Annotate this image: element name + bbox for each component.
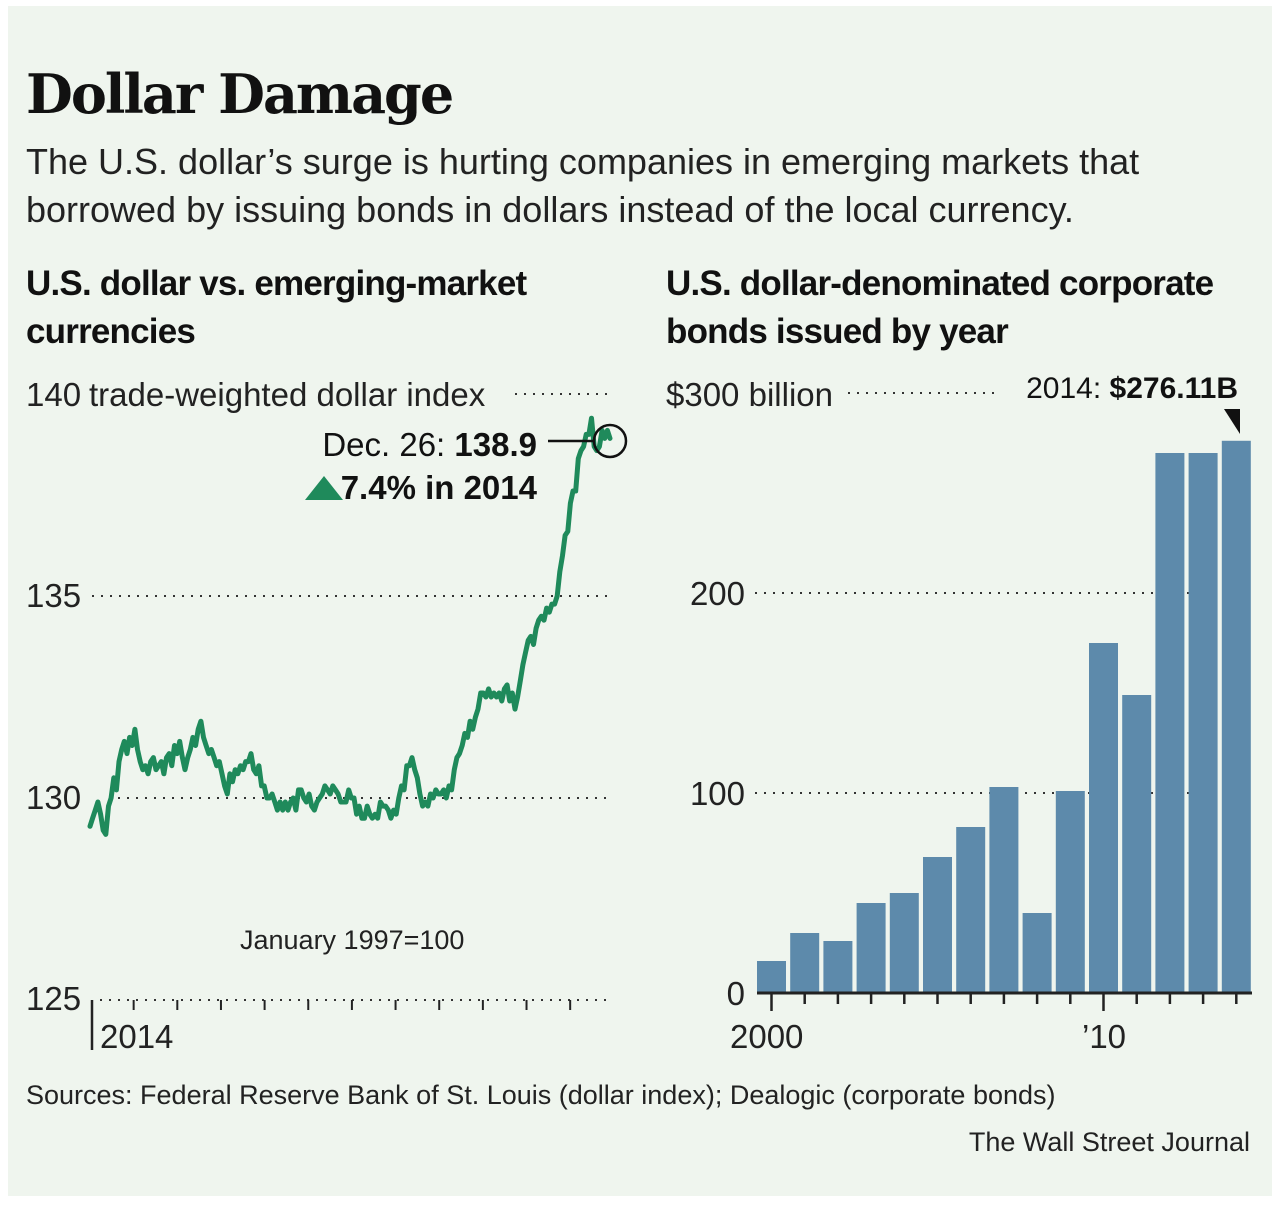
bar-chart-ytick-200: 200 [690,575,745,612]
sources-note: Sources: Federal Reserve Bank of St. Lou… [26,1080,1056,1110]
bar-2005 [923,857,952,993]
bar-annotation-year: 2014: [1026,372,1109,405]
bar-chart-ytick-0: 0 [727,975,745,1012]
bar-2007 [989,787,1019,993]
page-subtitle: The U.S. dollar’s surge is hurting compa… [26,141,1140,230]
page-title: Dollar Damage [26,62,454,126]
line-chart-base-note: January 1997=100 [240,925,464,955]
line-chart-ytick-140: 140 [26,376,81,413]
bar-2002 [823,941,853,993]
line-chart-ytick-125: 125 [26,980,81,1017]
line-chart-ylabel: trade-weighted dollar index [89,376,486,413]
bar-2004 [889,893,919,993]
line-annotation-date: Dec. 26: [322,426,454,463]
bar-2008 [1022,913,1052,993]
line-chart-ytick-130: 130 [26,779,81,816]
chart-frame [8,6,1272,1196]
bar-2003 [856,903,886,993]
up-triangle-icon [305,476,343,500]
bar-2011 [1122,695,1152,993]
bar-chart-ytick-100: 100 [690,775,745,812]
bar-chart-xtick-2000: 2000 [730,1018,803,1055]
bar-2009 [1055,791,1085,993]
bar-chart-ytop: $300 billion [666,376,833,413]
down-triangle-pointer-icon [1224,409,1240,434]
line-chart-ytick-135: 135 [26,577,81,614]
bar-annotation: 2014: $276.11B [1026,372,1238,405]
bar-2014 [1221,440,1251,993]
line-chart-xtick-label: 2014 [100,1018,173,1055]
bar-2006 [956,827,986,993]
bar-chart-ylabel: billion [749,376,833,413]
bar-2001 [790,933,820,993]
line-annotation: Dec. 26: 138.9 [322,426,537,463]
line-annotation-change: 7.4% in 2014 [341,469,538,506]
line-annotation-value: 138.9 [454,426,537,463]
bar-2013 [1188,453,1218,993]
line-chart-title: U.S. dollar vs. emerging-market currenci… [26,264,527,351]
bar-chart-title: U.S. dollar-denominated corporate bonds … [666,264,1214,351]
bar-2010 [1089,643,1118,993]
line-series-dollar-index [87,415,613,837]
bar-chart-ytick-300: $300 [666,376,739,413]
bar-chart-xtick-2010: ’10 [1082,1018,1126,1055]
publisher-credit: The Wall Street Journal [968,1127,1250,1157]
bar-2000 [757,961,786,993]
bar-2012 [1155,453,1185,993]
bar-annotation-value: $276.11B [1110,372,1238,405]
